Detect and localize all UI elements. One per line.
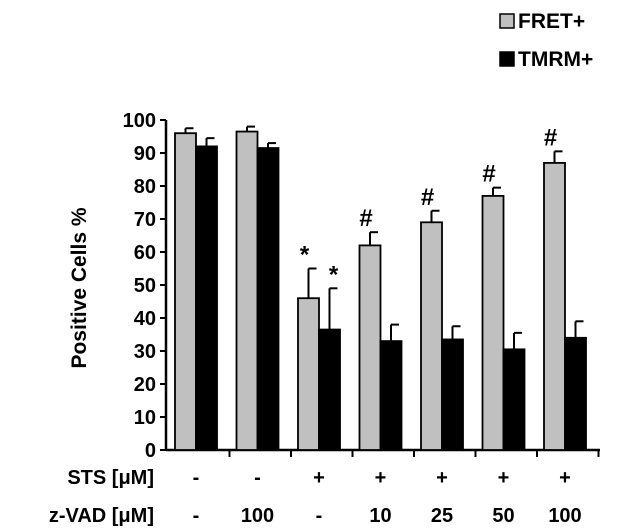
row-value: + [498,467,510,489]
significance-mark: # [359,205,372,232]
row-value: + [436,467,448,489]
bar-tmrm [256,147,280,451]
bars: * # # # # * [174,124,587,451]
row-value: + [313,467,325,489]
bar-fret [543,161,566,451]
legend-label: TMRM+ [518,48,593,71]
bar-fret [358,244,382,451]
bar-tmrm [502,348,526,451]
y-tick-label: 10 [134,407,156,429]
legend: FRET+ TMRM+ [499,10,593,71]
legend-swatch [499,13,515,29]
y-tick-label: 90 [134,143,156,165]
bar-tmrm [564,336,587,451]
row-value: - [254,467,261,489]
row-value: - [193,505,200,527]
row-value: + [559,467,571,489]
y-tick-label: 100 [123,110,156,132]
y-tick-label: 40 [134,308,156,330]
row-value: 50 [492,505,514,527]
y-tick-label: 50 [134,275,156,297]
row-value: + [375,467,387,489]
significance-mark: # [482,161,495,188]
legend-label: FRET+ [518,10,585,33]
bar-tmrm [441,338,464,451]
y-axis-ticks: 0 10 20 30 40 50 60 70 80 90 100 [123,110,600,462]
y-axis-label: Positive Cells % [68,207,91,368]
row-label: z-VAD [μM] [49,505,154,527]
bar-tmrm [195,145,218,451]
y-tick-label: 60 [134,242,156,264]
y-tick-label: 30 [134,341,156,363]
bar-fret [235,130,259,451]
bar-tmrm [318,328,341,451]
bar-fret [420,221,443,451]
row-value: - [316,505,323,527]
y-tick-label: 80 [134,176,156,198]
row-value: - [193,467,200,489]
row-value: 25 [431,505,453,527]
significance-mark: # [421,184,434,211]
legend-swatch [499,51,515,67]
significance-mark: # [544,124,557,151]
bar-fret [481,194,505,451]
row-value: 10 [369,505,391,527]
bar-fret [297,297,320,451]
row-value: 100 [548,505,581,527]
row-value: 100 [241,505,274,527]
y-tick-label: 20 [134,374,156,396]
significance-mark: * [300,242,310,269]
significance-mark: * [329,261,339,288]
row-label: STS [μM] [67,467,154,489]
y-tick-label: 0 [145,440,156,462]
condition-rows: STS [μM] - - + + + + + z-VAD [μM] - 100 - 10 25 50 100 [49,467,582,527]
bar-tmrm [379,340,403,451]
y-tick-label: 70 [134,209,156,231]
bar-fret [174,132,197,451]
